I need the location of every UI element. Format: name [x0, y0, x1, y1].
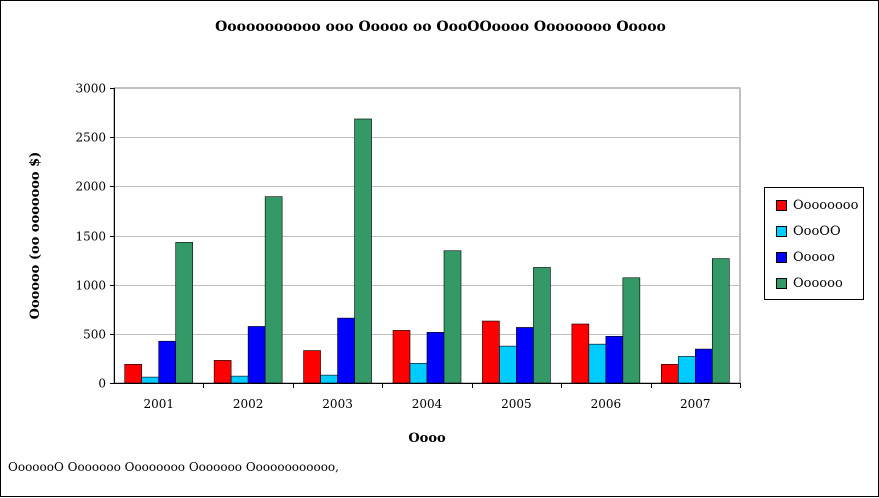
bar-2002-0 [213, 360, 232, 384]
bar-2001-0 [124, 364, 143, 384]
legend-item-2: Ooooo [765, 244, 863, 270]
source-note: OoooooO Ooooooo Oooooooo Ooooooo Ooooooo… [8, 460, 339, 474]
bar-2004-2 [426, 332, 445, 384]
bar-2005-2 [516, 327, 534, 384]
bar-2002-1 [230, 375, 249, 384]
x-axis-title: Oooo [408, 431, 446, 446]
bar-2007-0 [660, 364, 679, 384]
x-tick-label-2002: 2002 [233, 397, 264, 411]
bar-2005-3 [533, 267, 551, 384]
bar-2002-3 [264, 196, 283, 384]
bar-2003-0 [303, 350, 321, 384]
bar-2001-1 [141, 376, 160, 384]
legend-item-3: Oooooo [765, 270, 863, 296]
y-tick-label-1: 500 [83, 328, 106, 342]
bar-2001-2 [158, 340, 177, 384]
bar-2006-1 [588, 343, 607, 384]
bar-2003-3 [354, 118, 372, 384]
x-tick-label-2004: 2004 [412, 397, 443, 411]
legend: Oooooooo OooOO Ooooo Oooooo [764, 187, 864, 300]
y-tick-label-2: 1000 [75, 279, 106, 293]
y-tick-label-3: 1500 [75, 230, 106, 244]
bar-2001-3 [175, 242, 194, 384]
bar-2007-1 [677, 356, 696, 384]
legend-label-2: Ooooo [793, 249, 835, 265]
bar-2003-2 [337, 317, 355, 384]
y-axis-title: Oooooo (oo ooooooo $) [28, 152, 43, 320]
bar-2006-0 [571, 323, 590, 384]
bar-2006-3 [622, 277, 641, 384]
chart-title: Ooooooooooo ooo Ooooo oo OooOOoooo Ooooo… [215, 19, 666, 35]
bar-2002-2 [247, 326, 266, 384]
legend-swatch-0 [776, 199, 787, 211]
legend-label-3: Oooooo [793, 275, 843, 291]
legend-label-0: Oooooooo [793, 197, 859, 213]
legend-item-0: Oooooooo [765, 192, 863, 218]
bar-2006-2 [605, 335, 624, 384]
legend-item-1: OooOO [765, 218, 863, 244]
bar-2004-0 [392, 330, 411, 384]
legend-label-1: OooOO [793, 223, 841, 239]
bar-2007-2 [694, 348, 713, 384]
y-tick-label-0: 0 [98, 377, 106, 391]
x-tick-label-2003: 2003 [322, 397, 353, 411]
bar-2004-3 [443, 250, 462, 384]
bar-2007-3 [711, 258, 730, 384]
x-tick-label-2005: 2005 [501, 397, 532, 411]
bar-2005-0 [482, 320, 500, 384]
x-tick-label-2006: 2006 [591, 397, 622, 411]
legend-swatch-1 [776, 225, 787, 237]
legend-swatch-3 [776, 277, 787, 289]
legend-swatch-2 [776, 251, 787, 263]
y-tick-label-4: 2000 [75, 180, 106, 194]
bar-2003-1 [320, 374, 338, 384]
x-tick-label-2001: 2001 [143, 397, 174, 411]
x-tick-label-2007: 2007 [680, 397, 711, 411]
bar-2005-1 [499, 345, 517, 384]
y-tick-label-6: 3000 [75, 82, 106, 96]
bar-2004-1 [409, 363, 428, 384]
y-tick-label-5: 2500 [75, 131, 106, 145]
